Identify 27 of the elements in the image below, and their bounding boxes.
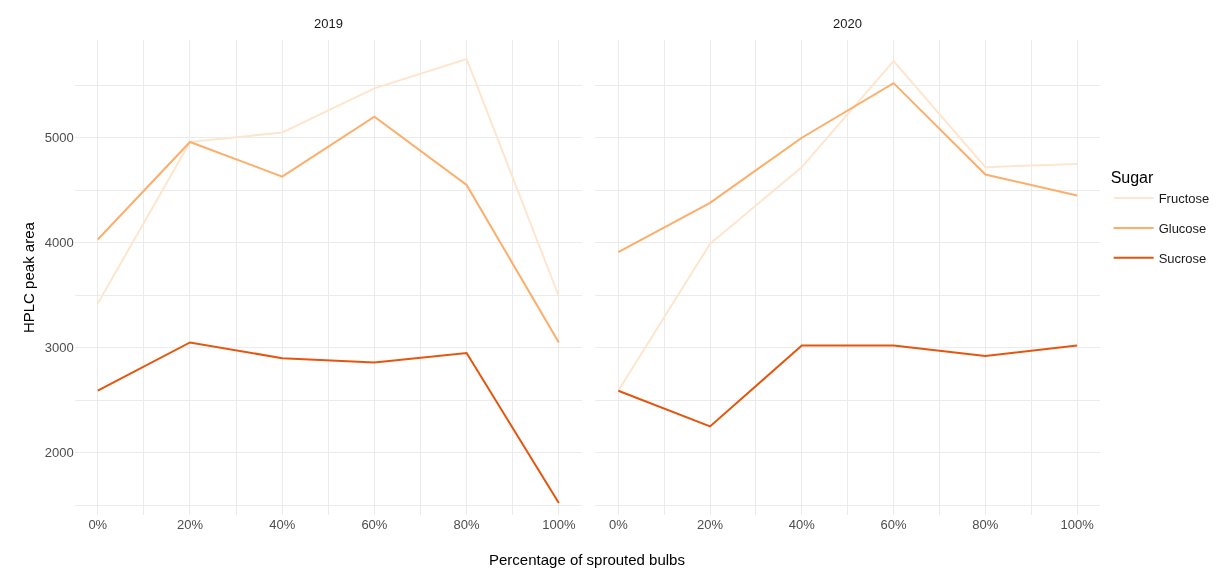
legend-title: Sugar — [1110, 169, 1154, 187]
line-series — [96, 115, 560, 344]
legend-label: Fructose — [1158, 191, 1210, 207]
y-tick-label: 4000 — [44, 235, 74, 251]
x-tick-label: 80% — [972, 517, 999, 533]
line-series — [96, 58, 560, 305]
x-tick-label: 0% — [608, 517, 629, 533]
legend-label: Sucrose — [1158, 250, 1207, 266]
y-axis-title: HPLC peak area — [20, 221, 38, 334]
x-axis-title: Percentage of sprouted bulbs — [489, 551, 685, 568]
chart-title: 2019 — [314, 16, 343, 31]
x-tick-label: 80% — [453, 517, 481, 533]
x-tick-label: 100% — [1060, 517, 1095, 533]
chart-title: 2020 — [833, 16, 862, 31]
legend-label: Glucose — [1158, 220, 1207, 236]
y-tick-label: 3000 — [44, 340, 74, 356]
x-tick-label: 20% — [176, 517, 204, 533]
x-tick-label: 60% — [880, 517, 908, 533]
x-tick-label: 40% — [269, 517, 296, 533]
x-tick-label: 100% — [542, 517, 576, 533]
line-series — [96, 341, 560, 505]
y-tick-label: 5000 — [44, 130, 74, 146]
x-tick-label: 20% — [697, 517, 724, 533]
x-tick-label: 0% — [88, 517, 108, 533]
x-tick-label: 40% — [788, 517, 816, 533]
y-tick-label: 2000 — [44, 445, 74, 461]
x-tick-label: 60% — [361, 517, 388, 533]
